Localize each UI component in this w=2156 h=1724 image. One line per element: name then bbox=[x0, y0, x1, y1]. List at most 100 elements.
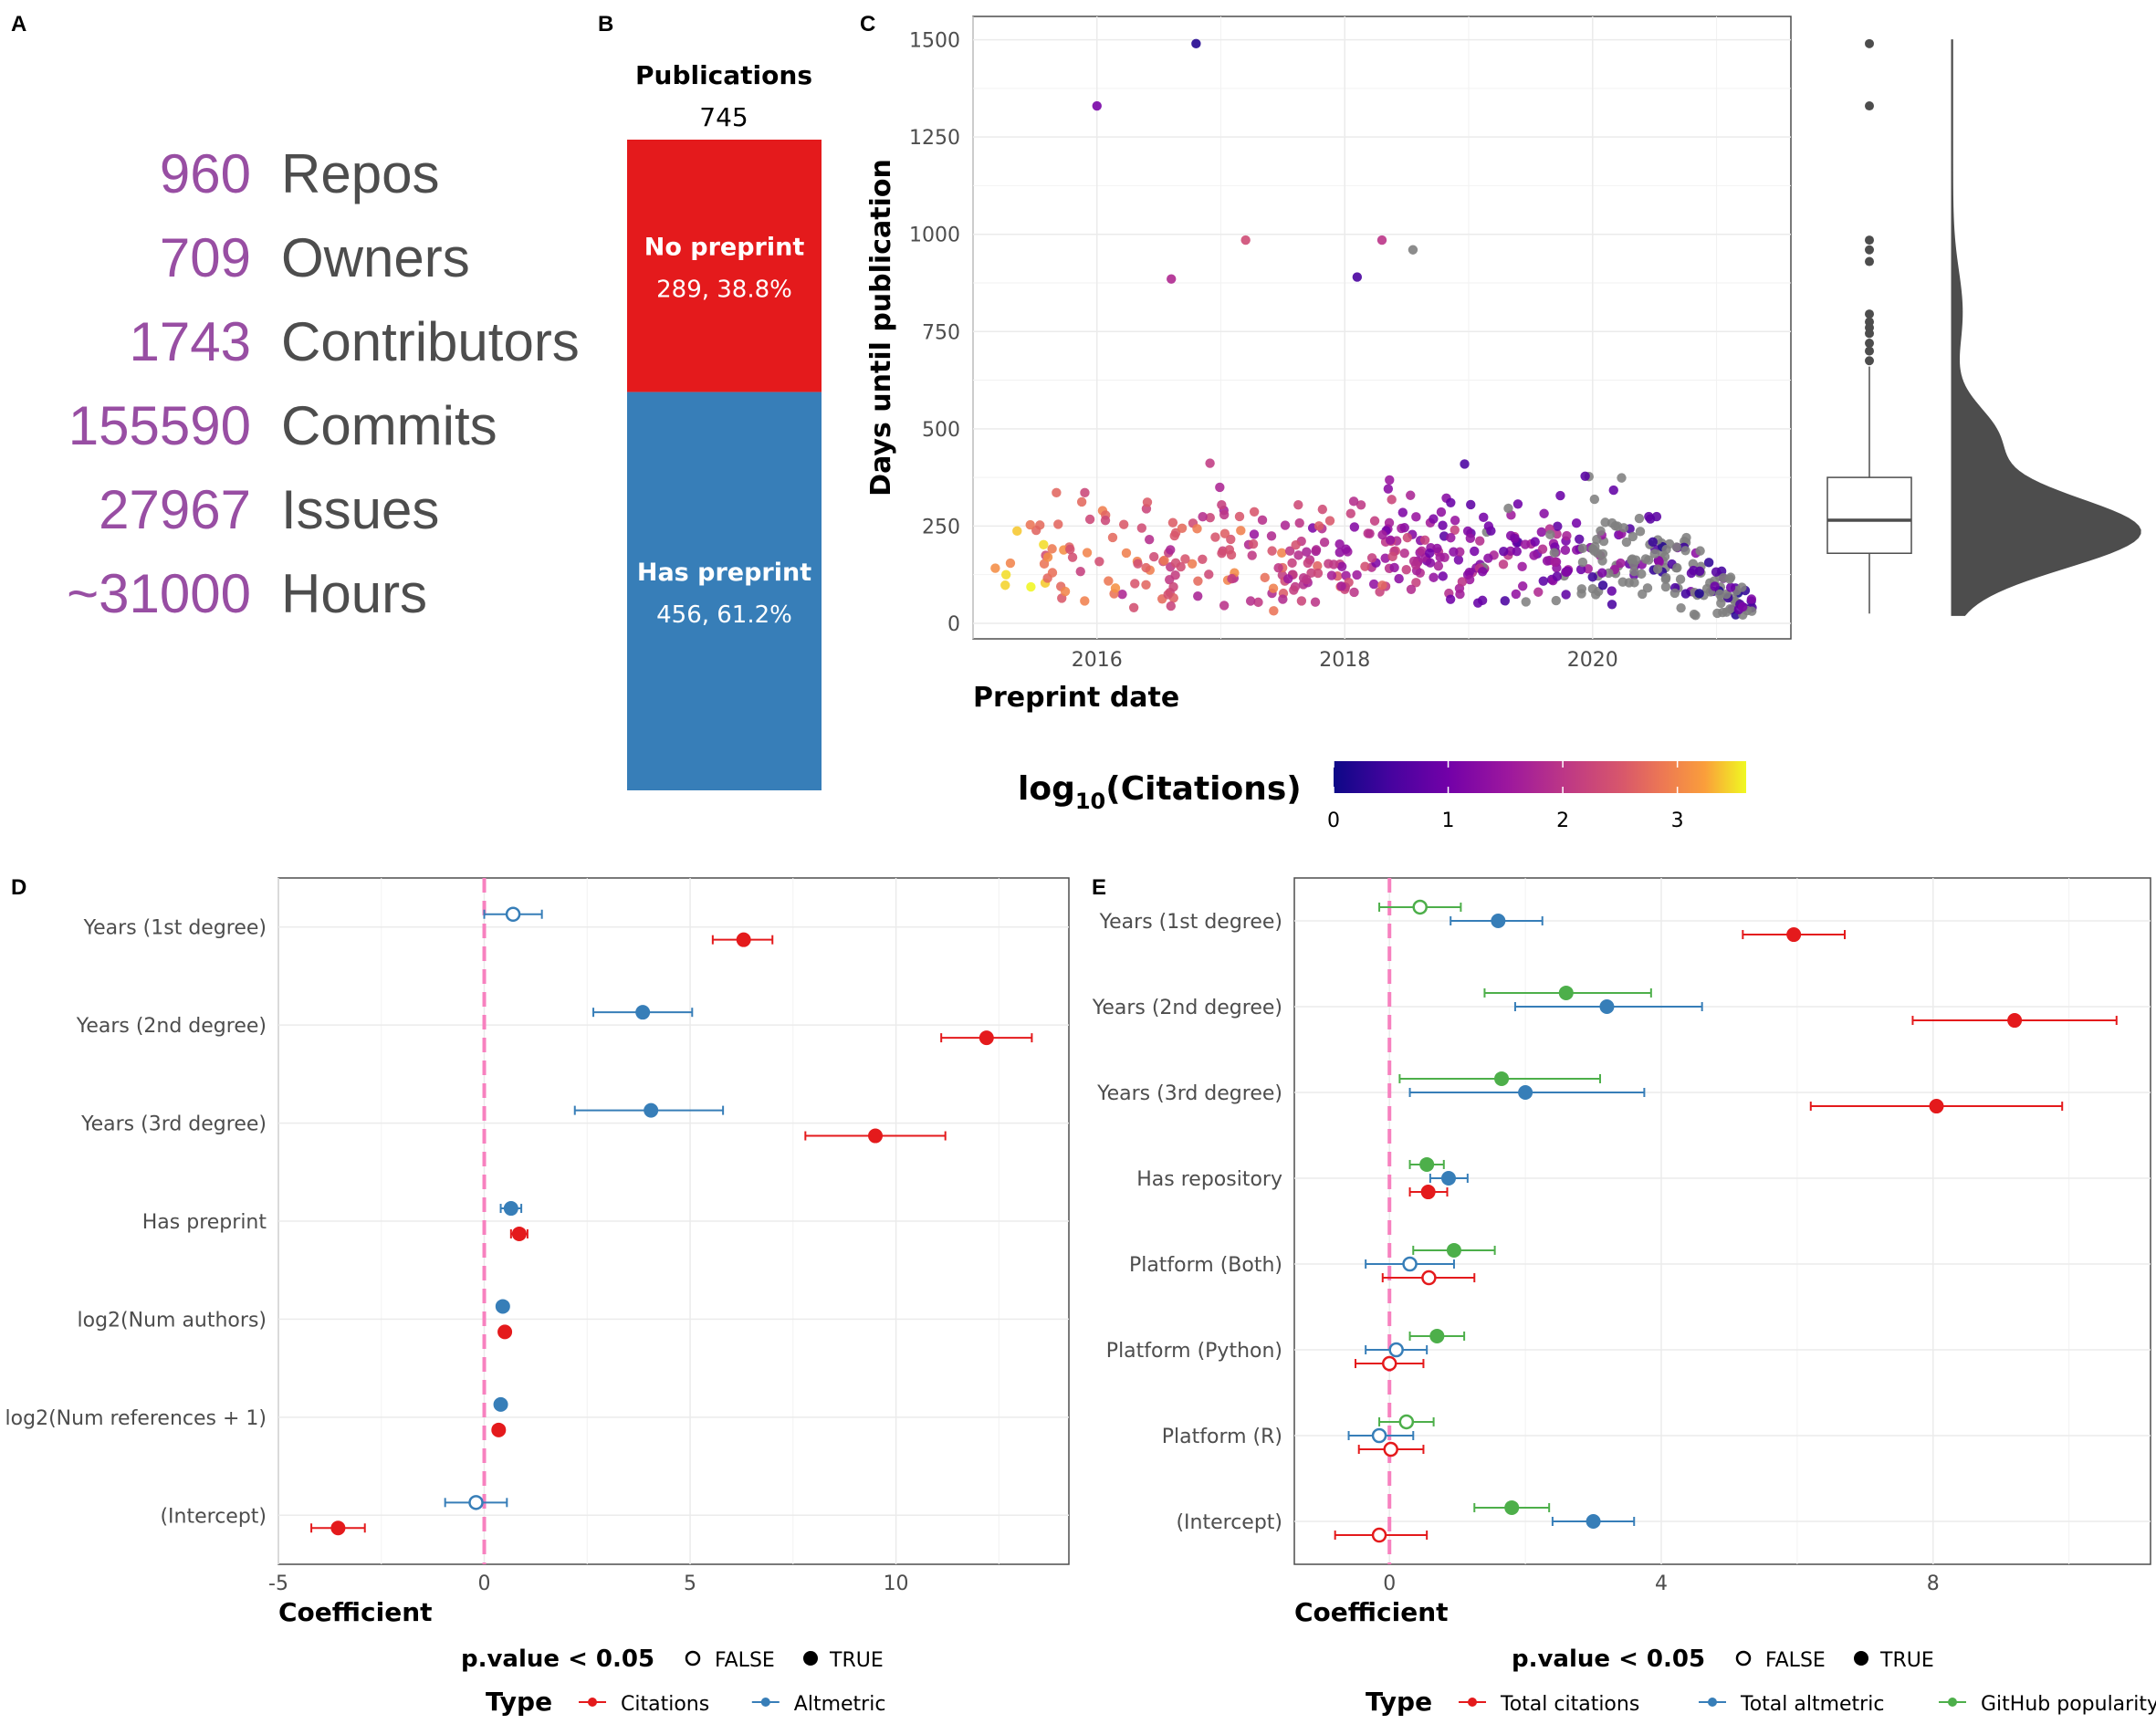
scatter-point bbox=[1597, 556, 1607, 566]
legend-type-label: Total citations bbox=[1500, 1693, 1639, 1716]
coef-term-label: (Intercept) bbox=[160, 1505, 267, 1528]
coef-point-significant bbox=[1586, 1514, 1601, 1529]
c-y-axis-label: Days until publication bbox=[865, 159, 897, 496]
scatter-point bbox=[1637, 569, 1647, 580]
scatter-point bbox=[1080, 596, 1090, 606]
coef-x-tick-label: 4 bbox=[1655, 1572, 1668, 1595]
coef-point-significant bbox=[868, 1128, 884, 1144]
scatter-point bbox=[1529, 550, 1539, 560]
boxplot-box bbox=[1826, 476, 1912, 554]
scatter-point bbox=[1278, 594, 1288, 604]
scatter-point bbox=[1553, 521, 1563, 531]
scatter-point bbox=[1517, 561, 1527, 572]
scatter-point bbox=[1438, 520, 1448, 530]
scatter-point bbox=[1198, 554, 1208, 565]
scatter-point bbox=[1167, 517, 1178, 528]
c-x-tick-label: 2016 bbox=[1072, 649, 1123, 672]
scatter-point bbox=[1654, 556, 1664, 566]
scatter-point bbox=[1293, 499, 1303, 510]
scatter-point bbox=[1247, 550, 1257, 560]
scatter-point bbox=[1618, 523, 1629, 533]
scatter-point bbox=[1385, 535, 1396, 546]
scatter-point bbox=[1660, 581, 1671, 592]
scatter-point bbox=[1533, 587, 1544, 597]
coef-point-significant bbox=[1420, 1185, 1436, 1200]
scatter-point bbox=[1227, 573, 1237, 584]
coef-point-nonsignificant bbox=[1383, 1441, 1398, 1458]
scatter-point bbox=[1377, 580, 1387, 590]
colorbar-title-main: log bbox=[1018, 770, 1075, 808]
colorbar-tick-label: 0 bbox=[1327, 810, 1340, 832]
stat-label: Issues bbox=[281, 479, 439, 540]
legend-type-label: Total altmetric bbox=[1740, 1693, 1884, 1716]
scatter-point bbox=[1039, 539, 1049, 549]
coef-x-tick-label: 10 bbox=[884, 1572, 909, 1595]
scatter-point bbox=[1575, 564, 1586, 575]
scatter-point bbox=[1538, 576, 1549, 586]
coef-point-significant bbox=[491, 1422, 507, 1437]
scatter-point bbox=[1163, 590, 1173, 600]
scatter-point bbox=[1425, 548, 1435, 559]
c-y-tick-label: 1250 bbox=[909, 127, 960, 150]
boxplot-outlier bbox=[1865, 38, 1874, 48]
type-legend-title: Type bbox=[486, 1687, 552, 1717]
scatter-point bbox=[1562, 530, 1572, 541]
scatter-point bbox=[1306, 568, 1316, 579]
coef-point-significant bbox=[1494, 1071, 1510, 1086]
scatter-point bbox=[1067, 552, 1078, 562]
scatter-point bbox=[1479, 512, 1489, 523]
coef-point-nonsignificant bbox=[468, 1495, 484, 1510]
bar-segment-label: Has preprint bbox=[637, 559, 811, 587]
scatter-point bbox=[1094, 557, 1104, 567]
coef-point-significant bbox=[1440, 1171, 1456, 1186]
scatter-point bbox=[1555, 490, 1565, 501]
scatter-point bbox=[1629, 566, 1639, 577]
scatter-point bbox=[1550, 557, 1560, 567]
scatter-point bbox=[1592, 534, 1602, 545]
scatter-point bbox=[1026, 581, 1036, 592]
bar-segment-value: 456, 61.2% bbox=[656, 601, 792, 629]
coef-point-significant bbox=[1786, 927, 1802, 943]
scatter-point bbox=[1460, 459, 1470, 469]
scatter-point bbox=[1718, 607, 1728, 618]
c-y-tick-label: 1000 bbox=[909, 225, 960, 247]
colorbar-tick-label: 2 bbox=[1556, 810, 1569, 832]
scatter-point bbox=[1168, 581, 1178, 592]
scatter-point bbox=[1334, 539, 1345, 549]
scatter-point bbox=[1366, 553, 1377, 563]
scatter-point bbox=[1591, 590, 1601, 600]
scatter-point bbox=[1539, 508, 1549, 518]
coef-term-label: Years (3rd degree) bbox=[80, 1113, 267, 1136]
scatter-point bbox=[1128, 602, 1139, 612]
coef-term-label: Platform (R) bbox=[1162, 1426, 1282, 1448]
scatter-point bbox=[1217, 548, 1227, 559]
colorbar-legend: log10(Citations) 0 1 2 3 bbox=[1018, 761, 1746, 832]
scatter-point bbox=[1369, 516, 1380, 526]
coef-term-label: Years (2nd degree) bbox=[76, 1015, 267, 1038]
scatter-point bbox=[1571, 517, 1582, 528]
coef-point-significant bbox=[736, 932, 751, 947]
coef-term-label: Years (1st degree) bbox=[83, 917, 267, 940]
scatter-point bbox=[1167, 274, 1177, 284]
scatter-point bbox=[1520, 539, 1531, 549]
scatter-point bbox=[1284, 546, 1295, 556]
scatter-point bbox=[1121, 548, 1132, 559]
scatter-point bbox=[1000, 580, 1010, 590]
scatter-point bbox=[1294, 517, 1304, 528]
c-y-tick-label: 0 bbox=[947, 613, 960, 636]
colorbar-tick-label: 3 bbox=[1671, 810, 1684, 832]
panel-label-b: B bbox=[598, 12, 613, 37]
scatter-point bbox=[1349, 522, 1360, 532]
coef-term-label: log2(Num references + 1) bbox=[5, 1407, 267, 1430]
boxplot-outlier bbox=[1865, 245, 1874, 255]
scatter-point bbox=[1047, 568, 1058, 578]
colorbar-tick-label: 1 bbox=[1442, 810, 1455, 832]
preprint-scatter-plot: 2016 2018 2020 0 250 500 750 1000 1250 1500 Prepr… bbox=[865, 16, 2141, 832]
scatter-point bbox=[1249, 507, 1260, 517]
scatter-point bbox=[1429, 572, 1439, 582]
coef-point-significant bbox=[644, 1102, 659, 1118]
scatter-point bbox=[1703, 558, 1714, 568]
scatter-point bbox=[1293, 550, 1303, 560]
scatter-point bbox=[1446, 497, 1456, 507]
scatter-point bbox=[1408, 245, 1418, 255]
